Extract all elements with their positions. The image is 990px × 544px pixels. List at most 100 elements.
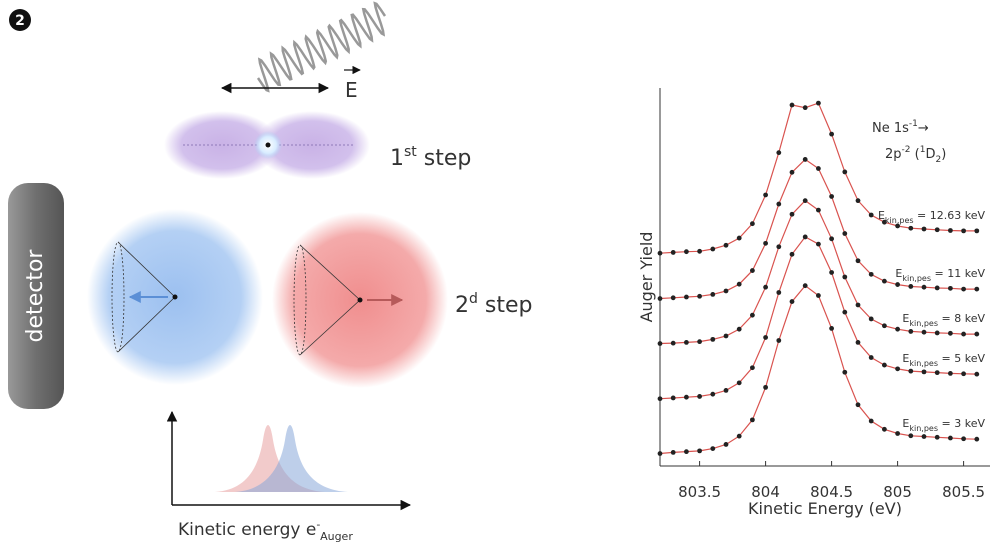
- data-point: [710, 446, 716, 452]
- step-number: 1: [390, 146, 404, 171]
- data-point: [816, 207, 821, 213]
- ann-text: D: [925, 147, 935, 162]
- label-main: E: [878, 209, 885, 222]
- data-point: [723, 333, 729, 339]
- data-point: [895, 282, 900, 287]
- data-point: [974, 436, 980, 442]
- ann-sup: -1: [909, 119, 918, 129]
- data-point: [934, 330, 940, 336]
- data-point: [750, 221, 755, 227]
- data-point: [829, 236, 834, 242]
- label-sub: kin,pes: [885, 216, 914, 225]
- data-point: [750, 312, 755, 318]
- data-point: [961, 331, 966, 337]
- data-point: [657, 250, 663, 256]
- step-sup: st: [404, 144, 417, 160]
- data-point: [697, 339, 702, 345]
- annotation: 2p-2 (1D2): [885, 145, 946, 165]
- label-rest: = 5 keV: [938, 352, 985, 365]
- data-point: [736, 281, 742, 287]
- label-main: E: [902, 417, 909, 430]
- x-tick-label: 805.5: [942, 483, 985, 501]
- fit-line: [659, 102, 977, 254]
- data-point: [723, 242, 729, 248]
- chart: Auger Yield Kinetic Energy (eV) Ne 1s-1→…: [637, 88, 990, 518]
- data-point: [763, 284, 768, 290]
- ann-sup: 1: [920, 145, 926, 155]
- label-sub: kin,pes: [909, 319, 938, 328]
- data-point: [750, 417, 755, 423]
- data-point: [723, 288, 729, 294]
- step-text: step: [417, 146, 472, 171]
- series-label: Ekin,pes = 8 keV: [902, 312, 985, 328]
- data-point: [723, 388, 729, 393]
- data-point: [842, 231, 848, 236]
- data-point: [921, 329, 927, 335]
- label-main: E: [902, 352, 909, 365]
- data-point: [816, 241, 821, 247]
- data-point: [948, 330, 953, 336]
- data-point: [697, 394, 702, 399]
- label-rest: = 3 keV: [938, 417, 985, 430]
- data-point: [842, 169, 848, 175]
- data-point: [934, 285, 940, 291]
- label-sub: kin,pes: [909, 359, 938, 368]
- data-point: [842, 274, 848, 280]
- data-point: [789, 102, 795, 108]
- data-point: [895, 366, 900, 372]
- label-sub: kin,pes: [902, 274, 931, 283]
- data-point: [908, 225, 914, 231]
- data-point: [657, 451, 663, 456]
- ann-sub: 2: [935, 155, 941, 165]
- peak-blue: [235, 425, 348, 492]
- label-rest: = 12.63 keV: [914, 209, 986, 222]
- data-point: [657, 341, 663, 346]
- data-point: [670, 449, 676, 455]
- data-point: [948, 285, 953, 291]
- step1-label: 1st step: [390, 144, 471, 171]
- ann-text: (: [911, 147, 920, 162]
- data-point: [763, 335, 768, 340]
- data-point: [789, 251, 795, 257]
- data-point: [974, 331, 980, 337]
- data-point: [789, 211, 795, 217]
- detector-label: detector: [23, 249, 48, 343]
- x-tick-label: 804.5: [810, 483, 853, 501]
- detector: [8, 183, 64, 409]
- field-label: E: [345, 78, 358, 102]
- data-point: [934, 227, 940, 233]
- data-point: [829, 326, 834, 331]
- data-point: [974, 371, 980, 377]
- data-point: [908, 284, 914, 289]
- x-tick-label: 804: [751, 483, 780, 501]
- data-point: [842, 309, 848, 315]
- data-point: [868, 355, 874, 360]
- data-point: [723, 442, 729, 447]
- data-point: [763, 384, 768, 390]
- data-point: [921, 226, 927, 232]
- y-axis-label: Auger Yield: [637, 232, 656, 323]
- data-point: [736, 433, 742, 439]
- data-point: [776, 290, 782, 295]
- data-point: [789, 299, 795, 304]
- data-point: [829, 131, 834, 137]
- step-text: step: [478, 293, 533, 318]
- ann-arrow: →: [918, 121, 929, 136]
- data-point: [855, 302, 861, 308]
- data-point: [802, 105, 808, 111]
- data-point: [763, 240, 768, 246]
- data-point: [776, 201, 782, 207]
- label-sub: kin,pes: [909, 424, 938, 433]
- fit-line: [659, 236, 977, 400]
- annotation: Ne 1s-1→: [872, 119, 929, 136]
- label-main: E: [895, 267, 902, 280]
- badge-text: 2: [15, 13, 25, 29]
- data-point: [961, 371, 966, 377]
- ann-sup: -2: [902, 145, 911, 155]
- data-point: [697, 448, 702, 454]
- data-point: [816, 166, 821, 171]
- cone-red: [293, 244, 361, 356]
- data-point: [882, 426, 887, 432]
- data-point: [736, 326, 742, 332]
- data-point: [802, 198, 808, 204]
